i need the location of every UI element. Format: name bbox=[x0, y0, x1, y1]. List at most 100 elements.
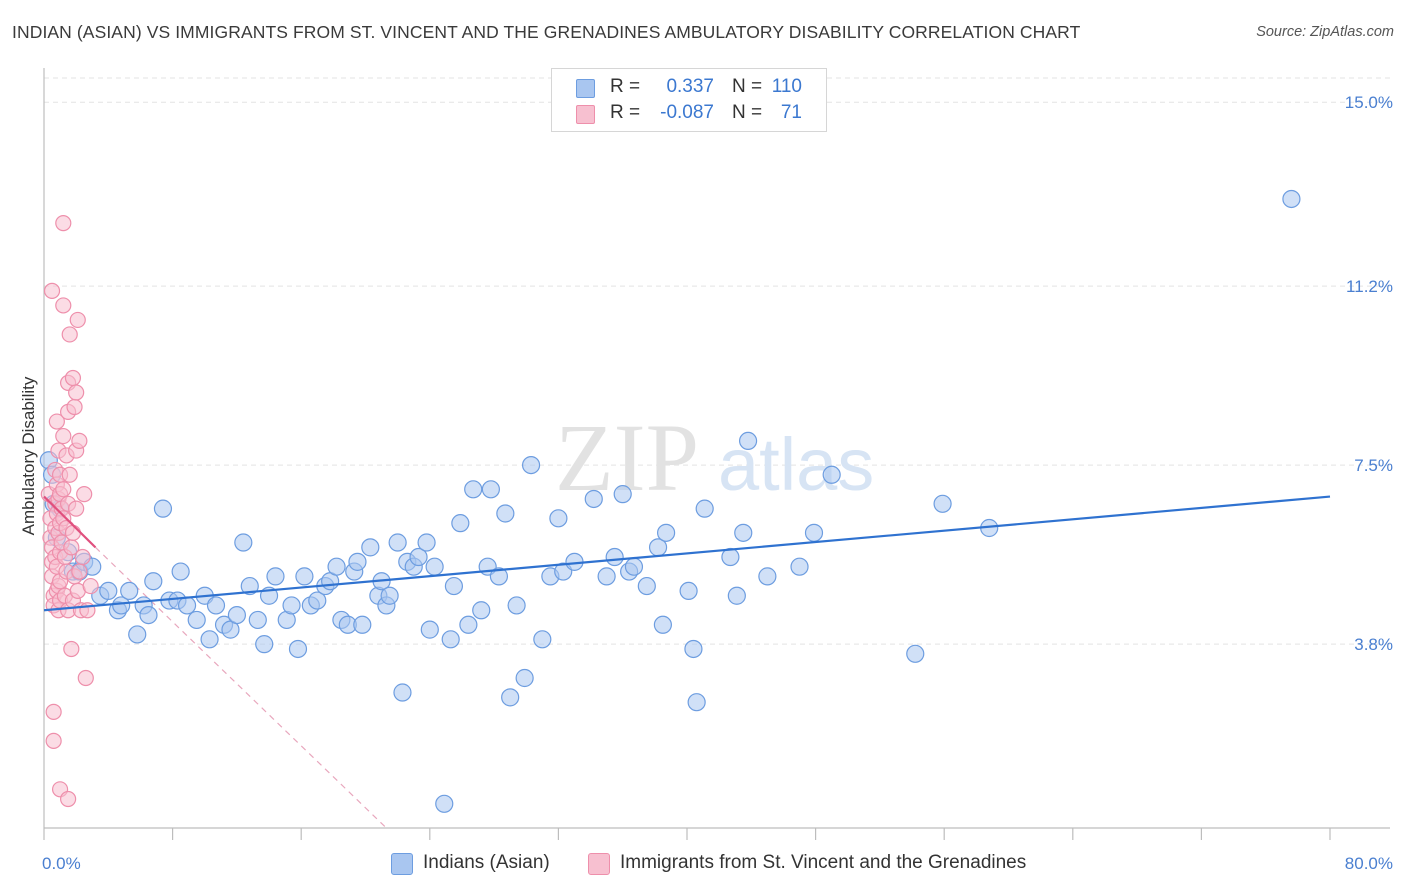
blue-trend-group bbox=[43, 495, 1331, 612]
legend-r-label: R = bbox=[610, 76, 641, 97]
y-tick-label: 7.5% bbox=[1354, 456, 1393, 475]
data-point-st-vincent bbox=[43, 282, 61, 300]
y-tick-label: 15.0% bbox=[1345, 93, 1393, 112]
data-point-indians bbox=[489, 567, 509, 586]
data-point-indians bbox=[240, 576, 259, 596]
data-point-indians bbox=[727, 586, 746, 605]
data-point-st-vincent bbox=[71, 432, 88, 450]
data-point-indians bbox=[584, 489, 603, 509]
y-tick-label: 11.2% bbox=[1346, 277, 1393, 296]
tick-labels: 3.8% 7.5% 11.2% 15.0% 0.0% 80.0% bbox=[42, 93, 1393, 873]
data-point-indians bbox=[613, 485, 632, 504]
data-point-indians bbox=[451, 514, 470, 533]
data-point-st-vincent bbox=[64, 524, 82, 541]
data-point-indians bbox=[1282, 189, 1301, 209]
x-tick-label: 0.0% bbox=[42, 854, 81, 873]
data-point-indians bbox=[549, 509, 568, 528]
trend-line-indians bbox=[43, 495, 1331, 612]
data-point-indians bbox=[515, 668, 534, 688]
data-point-indians bbox=[605, 547, 624, 567]
legend-n-label: N = bbox=[732, 102, 763, 123]
trend-line-extension bbox=[95, 546, 387, 829]
data-point-indians bbox=[464, 480, 483, 499]
data-point-indians bbox=[234, 533, 253, 552]
data-point-st-vincent bbox=[55, 427, 72, 445]
legend-n-value: 110 bbox=[771, 76, 802, 97]
data-point-indians bbox=[790, 557, 809, 576]
data-point-indians bbox=[206, 596, 226, 615]
data-point-st-vincent bbox=[64, 369, 82, 387]
chart-source: Source: ZipAtlas.com bbox=[1256, 24, 1394, 40]
data-point-st-vincent bbox=[55, 297, 72, 314]
legend-r-label: R = bbox=[610, 102, 641, 123]
data-point-indians bbox=[128, 625, 147, 644]
data-point-st-vincent bbox=[45, 732, 62, 750]
data-point-indians bbox=[266, 567, 285, 586]
data-point-indians bbox=[288, 639, 308, 659]
data-point-indians bbox=[695, 499, 714, 518]
data-point-st-vincent bbox=[48, 413, 65, 430]
data-point-indians bbox=[533, 630, 552, 649]
data-point-st-vincent bbox=[76, 486, 93, 503]
data-point-indians bbox=[139, 605, 158, 625]
legend-row-st-vincent: R = -0.087 N = 71 bbox=[552, 101, 826, 127]
data-point-st-vincent bbox=[55, 215, 72, 232]
data-point-indians bbox=[734, 523, 753, 542]
data-point-indians bbox=[933, 494, 952, 513]
legend-r-value: 0.337 bbox=[666, 76, 714, 97]
data-point-indians bbox=[255, 635, 274, 654]
data-point-indians bbox=[597, 567, 616, 586]
data-point-indians bbox=[153, 499, 173, 518]
data-point-indians bbox=[657, 523, 676, 542]
bottom-legend-label: Immigrants from St. Vincent and the Gren… bbox=[620, 852, 1027, 873]
bottom-legend-swatch-pink bbox=[588, 853, 610, 875]
y-tick-label: 3.8% bbox=[1354, 635, 1393, 654]
series-indians-asian bbox=[39, 189, 1301, 813]
data-point-st-vincent bbox=[77, 669, 94, 687]
data-point-indians bbox=[481, 480, 500, 499]
legend-row-indians: R = 0.337 N = 110 bbox=[552, 75, 826, 101]
data-point-indians bbox=[417, 533, 436, 552]
data-point-indians bbox=[472, 601, 491, 620]
data-point-indians bbox=[353, 615, 372, 634]
data-point-indians bbox=[501, 688, 520, 707]
data-point-indians bbox=[99, 581, 118, 601]
data-point-indians bbox=[444, 576, 464, 596]
axes bbox=[43, 68, 1390, 840]
data-point-indians bbox=[441, 630, 460, 649]
data-point-st-vincent bbox=[61, 466, 78, 483]
data-point-st-vincent bbox=[55, 481, 72, 498]
data-point-indians bbox=[120, 581, 139, 601]
legend-n-value: 71 bbox=[780, 102, 802, 123]
data-point-indians bbox=[425, 557, 444, 576]
data-point-indians bbox=[459, 615, 478, 634]
x-tick-label: 80.0% bbox=[1345, 854, 1393, 873]
data-point-indians bbox=[308, 591, 327, 610]
trend-line-st-vincent bbox=[43, 495, 97, 549]
y-axis-label: Ambulatory Disability bbox=[19, 376, 38, 535]
data-point-indians bbox=[348, 552, 367, 571]
data-point-indians bbox=[409, 547, 428, 567]
data-point-indians bbox=[435, 794, 454, 813]
data-point-indians bbox=[521, 455, 541, 475]
data-point-indians bbox=[822, 465, 841, 484]
data-point-indians bbox=[227, 605, 246, 625]
pink-trend-group bbox=[95, 546, 387, 829]
data-point-indians bbox=[200, 630, 219, 649]
data-point-st-vincent bbox=[68, 500, 85, 517]
legend-swatch-blue bbox=[576, 79, 595, 98]
data-point-indians bbox=[388, 533, 407, 552]
data-point-st-vincent bbox=[71, 563, 88, 580]
data-point-indians bbox=[380, 586, 399, 605]
data-point-indians bbox=[653, 615, 672, 634]
data-point-indians bbox=[282, 596, 301, 615]
series-st-vincent-immigrants bbox=[40, 215, 99, 808]
data-point-st-vincent bbox=[60, 790, 77, 808]
data-point-indians bbox=[248, 610, 267, 630]
data-point-indians bbox=[684, 639, 703, 659]
data-point-indians bbox=[496, 504, 515, 523]
legend-r-value: -0.087 bbox=[660, 102, 714, 123]
data-point-indians bbox=[738, 431, 758, 451]
data-point-indians bbox=[393, 683, 412, 702]
